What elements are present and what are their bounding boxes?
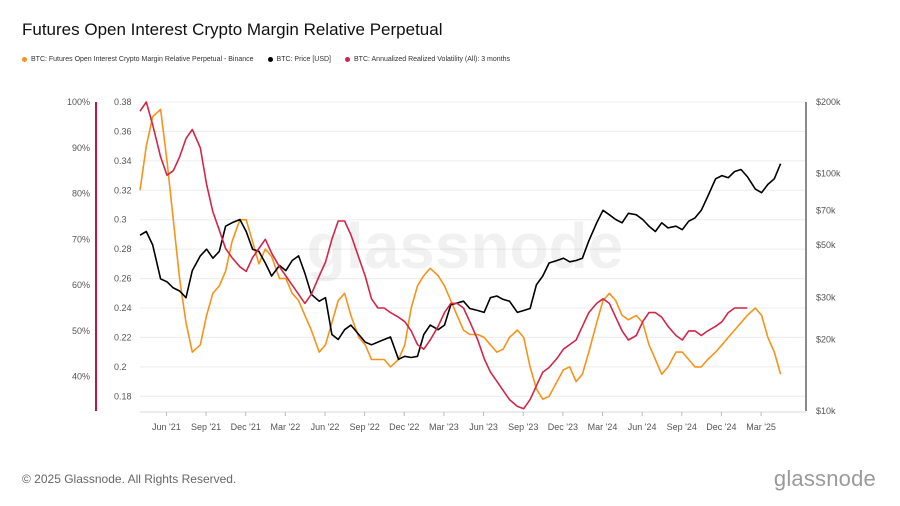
x-tick-label: Dec '22	[389, 422, 419, 432]
legend-item-price[interactable]: BTC: Price [USD]	[267, 56, 331, 63]
watermark-text: glassnode	[307, 210, 624, 282]
x-tick-label: Jun '21	[152, 422, 181, 432]
footer-logo[interactable]: glassnode	[773, 466, 876, 491]
x-tick-label: Dec '21	[231, 422, 261, 432]
x-tick-label: Dec '23	[548, 422, 578, 432]
oi-tick-label: 0.24	[114, 303, 132, 313]
chart-title: Futures Open Interest Crypto Margin Rela…	[22, 20, 443, 39]
oi-tick-label: 0.22	[114, 332, 132, 342]
oi-tick-label: 0.28	[114, 244, 132, 254]
x-tick-label: Mar '25	[746, 422, 776, 432]
oi-tick-label: 0.18	[114, 391, 132, 401]
x-tick-label: Sep '23	[508, 422, 538, 432]
price-tick-label: $100k	[816, 168, 841, 178]
legend-volatility-label: BTC: Annualized Realized Volatility (All…	[354, 56, 511, 63]
volatility-tick-label: 80%	[72, 189, 90, 199]
legend-price-label: BTC: Price [USD]	[276, 56, 331, 63]
chart-legend: BTC: Futures Open Interest Crypto Margin…	[22, 56, 510, 63]
chart-axes: 0.18 0.2 0.22 0.24 0.26 0.28 0.3 0.32 0.34 0.36 0.…	[67, 97, 841, 432]
x-tick-label: Sep '24	[667, 422, 697, 432]
x-tick-label: Jun '23	[469, 422, 498, 432]
oi-tick-label: 0.32	[114, 185, 132, 195]
oi-tick-label: 0.34	[114, 156, 132, 166]
volatility-tick-label: 60%	[72, 280, 90, 290]
legend-price-dot-icon	[267, 57, 273, 62]
oi-tick-label: 0.2	[114, 362, 127, 372]
price-tick-label: $50k	[816, 240, 836, 250]
volatility-tick-label: 70%	[72, 234, 90, 244]
footer-copyright: © 2025 Glassnode. All Rights Reserved.	[22, 472, 237, 486]
oi-tick-label: 0.36	[114, 126, 132, 136]
x-tick-label: Sep '22	[350, 422, 380, 432]
price-tick-label: $200k	[816, 97, 841, 107]
price-tick-label: $30k	[816, 293, 836, 303]
x-tick-label: Jun '22	[311, 422, 340, 432]
x-tick-label: Mar '24	[588, 422, 618, 432]
price-series-line[interactable]	[139, 163, 782, 361]
oi-tick-label: 0.3	[114, 215, 127, 225]
volatility-tick-label: 100%	[67, 97, 90, 107]
legend-oi-label: BTC: Futures Open Interest Crypto Margin…	[31, 56, 254, 63]
oi-tick-label: 0.26	[114, 274, 132, 284]
legend-item-volatility[interactable]: BTC: Annualized Realized Volatility (All…	[345, 56, 510, 63]
price-tick-label: $10k	[816, 406, 836, 416]
x-tick-label: Jun '24	[628, 422, 657, 432]
volatility-series-line[interactable]	[139, 101, 748, 410]
volatility-tick-label: 50%	[72, 326, 90, 336]
legend-oi-dot-icon	[22, 57, 27, 62]
volatility-tick-label: 90%	[72, 143, 90, 153]
x-tick-label: Mar '22	[270, 422, 300, 432]
legend-volatility-dot-icon	[345, 57, 350, 62]
price-tick-label: $70k	[816, 205, 836, 215]
x-tick-label: Mar '23	[429, 422, 459, 432]
x-tick-label: Dec '24	[706, 422, 736, 432]
price-tick-label: $20k	[816, 335, 836, 345]
chart-series	[139, 101, 782, 410]
volatility-tick-label: 40%	[72, 372, 90, 382]
oi-tick-label: 0.38	[114, 97, 132, 107]
x-tick-label: Sep '21	[191, 422, 221, 432]
legend-item-oi[interactable]: BTC: Futures Open Interest Crypto Margin…	[22, 56, 254, 63]
oi-series-line[interactable]	[139, 108, 782, 400]
